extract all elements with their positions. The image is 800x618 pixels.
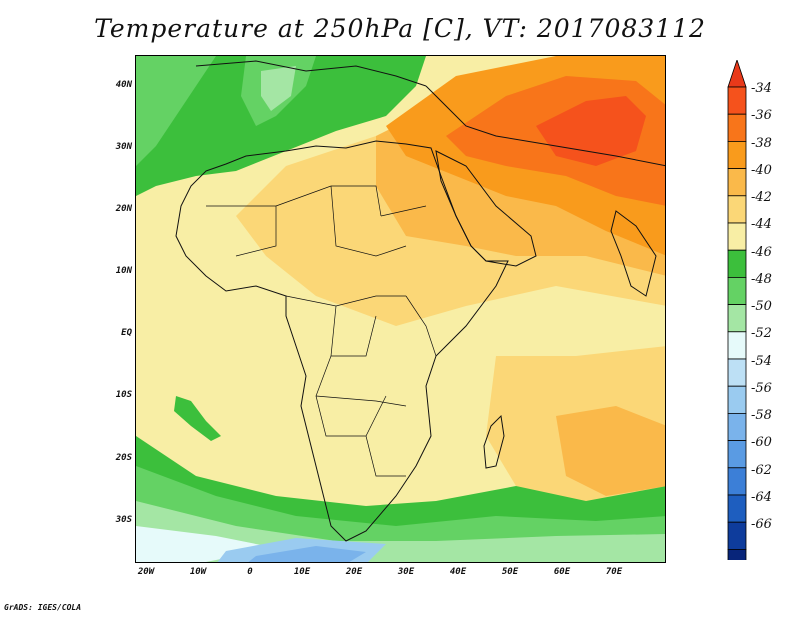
field-minus40-south (556, 406, 665, 496)
colorbar-swatch (727, 249, 747, 278)
colorbar-swatch (727, 276, 747, 305)
lat-label: 10S (115, 390, 132, 400)
colorbar-label: -34 (751, 81, 772, 96)
colorbar-swatch (727, 331, 747, 360)
chart-title: Temperature at 250hPa [C], VT: 201708311… (94, 14, 706, 43)
lon-label: 60E (553, 567, 571, 577)
lat-label: 10N (115, 266, 132, 276)
lat-label: 20S (115, 453, 132, 463)
lon-label: 10W (189, 567, 207, 577)
lat-label: 30S (115, 515, 132, 525)
colorbar-swatch (727, 195, 747, 224)
country-borders (206, 185, 437, 477)
colorbar-swatch (727, 222, 747, 251)
footer-credit: GrADS: IGES/COLA (4, 603, 82, 612)
field-minus56-south (248, 546, 366, 562)
lat-label: 20N (115, 204, 132, 214)
colorbar-swatch (727, 168, 747, 197)
colorbar (727, 60, 747, 560)
lon-label: 40E (449, 567, 467, 577)
colorbar-swatch (727, 412, 747, 441)
colorbar-label: -48 (751, 272, 772, 287)
colorbar-swatch (727, 494, 747, 523)
colorbar-label: -46 (751, 245, 772, 260)
colorbar-label: -62 (751, 463, 772, 478)
lon-label: 30E (397, 567, 415, 577)
colorbar-swatch (727, 467, 747, 496)
lon-label: 70E (605, 567, 623, 577)
field-minus46-north (136, 56, 426, 196)
colorbar-swatch (727, 86, 747, 115)
colorbar-label: -44 (751, 217, 772, 232)
colorbar-label: -38 (751, 136, 772, 151)
colorbar-swatch (727, 385, 747, 414)
colorbar-swatch (727, 304, 747, 333)
lat-label: EQ (121, 328, 132, 338)
colorbar-label: -42 (751, 190, 772, 205)
field-minus46-blob (174, 396, 221, 441)
colorbar-label: -56 (751, 381, 772, 396)
lon-label: 0 (247, 567, 253, 577)
colorbar-swatch (727, 113, 747, 142)
colorbar-swatch (727, 521, 747, 550)
colorbar-label: -50 (751, 299, 772, 314)
colorbar-label: -58 (751, 408, 772, 423)
colorbar-swatch (727, 141, 747, 170)
field-minus50-north (261, 66, 296, 111)
lon-label: 20E (345, 567, 363, 577)
colorbar-swatches (727, 60, 747, 560)
lat-label: 30N (115, 142, 132, 152)
colorbar-label: -64 (751, 490, 772, 505)
lon-label: 20W (137, 567, 155, 577)
colorbar-label: -66 (751, 517, 772, 532)
coastlines (175, 60, 665, 542)
lon-label: 10E (293, 567, 311, 577)
colorbar-label: -52 (751, 326, 772, 341)
colorbar-label: -40 (751, 163, 772, 178)
map-canvas (136, 56, 665, 562)
field-minus34-ne (536, 96, 646, 166)
colorbar-label: -54 (751, 354, 772, 369)
lat-label: 40N (115, 80, 132, 90)
temperature-map (135, 55, 666, 563)
colorbar-swatch (727, 358, 747, 387)
colorbar-label: -60 (751, 435, 772, 450)
colorbar-label: -36 (751, 108, 772, 123)
colorbar-swatch (727, 548, 747, 560)
colorbar-top-arrow (727, 60, 747, 88)
lon-label: 50E (501, 567, 519, 577)
colorbar-swatch (727, 440, 747, 469)
